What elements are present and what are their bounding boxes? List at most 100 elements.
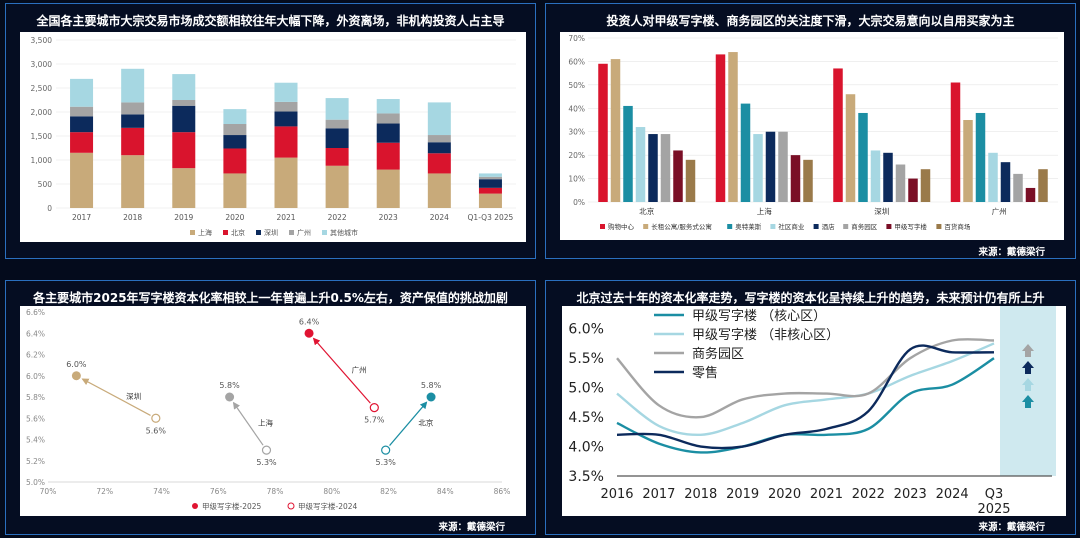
bar-segment — [325, 128, 349, 148]
legend-marker-2024 — [287, 502, 295, 510]
data-label-2024: 5.6% — [146, 426, 167, 435]
bar-segment — [121, 68, 145, 103]
legend-label: 长租公寓/服务式公寓 — [651, 222, 712, 231]
y-tick-label: 4.0% — [568, 440, 604, 456]
legend-label: 百货商场 — [944, 222, 971, 231]
bar-segment — [223, 173, 247, 208]
bar-segment — [325, 148, 349, 166]
bar — [778, 131, 788, 202]
x-tick-label: 78% — [267, 487, 284, 496]
bar — [740, 103, 751, 202]
city-label: 上海 — [258, 418, 273, 428]
bar-segment — [70, 132, 94, 153]
data-label-2024: 5.3% — [375, 458, 396, 467]
x-tick-label: 广州 — [992, 206, 1007, 216]
point-2024 — [151, 413, 161, 423]
y-tick-label: 6.2% — [26, 351, 45, 360]
bar — [715, 54, 726, 203]
series-line — [616, 342, 995, 437]
series-line — [616, 344, 995, 450]
legend-swatch — [600, 224, 605, 229]
bar-segment — [376, 123, 400, 143]
y-tick-label: 3,000 — [31, 60, 53, 69]
bar — [895, 164, 906, 202]
x-tick-label: 2017 — [72, 213, 91, 222]
bar — [950, 82, 961, 202]
x-tick-label: 2018 — [123, 213, 142, 222]
bar-segment — [376, 142, 400, 170]
bar — [623, 105, 633, 202]
bar — [790, 155, 801, 202]
bar — [883, 152, 893, 202]
panel-title: 北京过去十年的资本化率走势，写字楼的资本化呈持续上升的趋势，未来预计仍有所上升 — [576, 291, 1045, 305]
bar-segment — [70, 106, 94, 117]
bar-segment — [478, 179, 502, 188]
y-tick-label: 1,000 — [31, 156, 53, 165]
bar — [765, 131, 776, 202]
point-2024 — [261, 445, 272, 455]
y-tick-label: 1,500 — [31, 132, 53, 141]
bar — [975, 112, 986, 202]
y-tick-label: 6.6% — [26, 308, 45, 317]
legend-label: 上海 — [198, 228, 212, 237]
x-tick-label: 2021 — [276, 213, 295, 222]
x-tick-label: Q3 — [985, 487, 1004, 502]
y-tick-label: 5.5% — [568, 351, 604, 367]
legend-label: 零售 — [692, 365, 718, 381]
legend-label: 甲级写字楼-2025 — [202, 501, 262, 511]
up-arrow-icon — [1022, 344, 1034, 357]
bar-segment — [70, 116, 94, 133]
city-label: 深圳 — [126, 391, 141, 401]
bar — [963, 120, 973, 202]
y-tick-label: 40% — [568, 104, 585, 113]
y-tick-label: 6.0% — [568, 322, 604, 338]
x-tick-label: 2021 — [810, 487, 843, 502]
panel-title: 投资人对甲级写字楼、商务园区的关注度下滑，大宗交易意向以自用买家为主 — [606, 14, 1015, 28]
shift-arrow — [312, 337, 371, 404]
bar-segment — [172, 105, 196, 133]
bar — [870, 150, 881, 202]
x-tick-label: 72% — [96, 487, 113, 496]
x-tick-label: 2020 — [768, 487, 801, 502]
legend-label: 其他城市 — [330, 228, 358, 237]
bar-segment — [427, 153, 451, 174]
x-tick-label: 80% — [323, 487, 340, 496]
x-tick-label: 2022 — [852, 487, 885, 502]
legend-swatch — [936, 224, 942, 229]
legend-label: 酒店 — [822, 222, 836, 231]
scatter-chart: 5.0% 5.2% 5.4% 5.6% 5.8% 6.0% 6.2% 6.4% 6.6% 70% 7… — [26, 308, 511, 511]
legend-label: 商务园区 — [692, 346, 744, 362]
x-tick-label: 74% — [153, 487, 170, 496]
y-tick-label: 5.0% — [26, 478, 45, 487]
bar-segment — [274, 126, 298, 158]
x-tick-label: 76% — [210, 487, 227, 496]
legend-swatch — [727, 224, 733, 229]
point-2025 — [71, 371, 81, 381]
legend-swatch — [190, 230, 195, 235]
bar — [598, 63, 608, 203]
legend-label: 商务园区 — [851, 222, 878, 231]
y-tick-label: 4.5% — [568, 410, 604, 426]
bar-segment — [223, 148, 247, 174]
bar-segment — [274, 157, 298, 208]
bar — [1038, 169, 1048, 202]
legend-label: 甲级写字楼 （核心区） — [692, 309, 826, 324]
legend-swatch — [843, 224, 849, 229]
bar — [858, 112, 868, 202]
bar-segment — [223, 124, 247, 136]
series-line — [616, 338, 995, 419]
y-tick-label: 5.4% — [26, 436, 45, 445]
x-tick-label: 2024 — [430, 213, 449, 222]
legend-label: 广州 — [297, 228, 311, 237]
legend-swatch — [289, 230, 294, 235]
legend-swatch — [256, 230, 261, 235]
x-tick-label: 北京 — [639, 206, 654, 216]
x-tick-label: 86% — [494, 487, 511, 496]
source-note: 来源：戴德梁行 — [978, 522, 1045, 533]
x-tick-label: Q1-Q3 2025 — [468, 213, 514, 222]
x-tick-label: 2017 — [642, 487, 675, 502]
plot-area: 3.5% 4.0% 4.5% 5.0% 5.5% 6.0% 2016 2017 2018 2019… — [562, 306, 1066, 516]
bar-segment — [121, 102, 145, 115]
y-tick-label: 50% — [568, 81, 585, 90]
legend-swatch — [322, 230, 327, 235]
